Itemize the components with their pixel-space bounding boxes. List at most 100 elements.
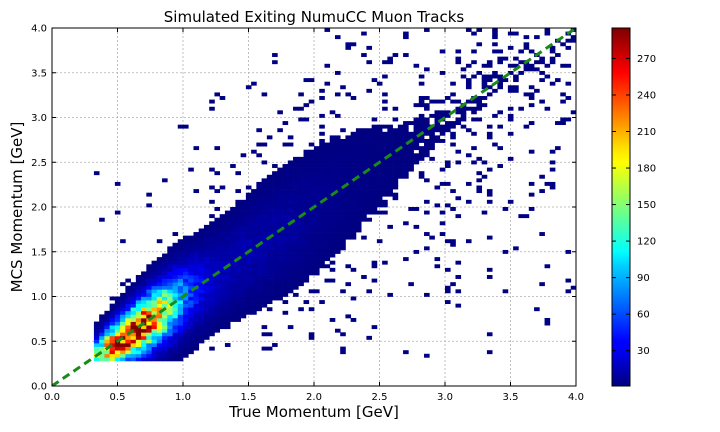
heatmap-cell-2001 — [439, 131, 446, 136]
heatmap-cell-1501 — [334, 239, 341, 244]
heatmap-cell-1432 — [324, 221, 331, 226]
heatmap-cell-725 — [230, 307, 236, 312]
heatmap-cell-1892 — [403, 131, 409, 136]
heatmap-cell-1030 — [272, 260, 278, 265]
heatmap-cell-572 — [203, 242, 210, 247]
heatmap-cell-350 — [172, 325, 179, 330]
heatmap-cell-1852 — [392, 149, 399, 154]
heatmap-cell-1678 — [361, 199, 367, 204]
heatmap-cell-1390 — [319, 224, 325, 229]
heatmap-cell-2198 — [528, 49, 535, 54]
heatmap-cell-1344 — [314, 264, 320, 269]
heatmap-cell-1650 — [355, 199, 362, 204]
heatmap-cell-1329 — [308, 178, 315, 183]
heatmap-cell-470 — [188, 260, 194, 265]
heatmap-cell-1125 — [282, 203, 289, 208]
heatmap-cell-2162 — [507, 63, 514, 68]
heatmap-cell-113 — [125, 303, 131, 308]
heatmap-cell-1422 — [324, 257, 331, 262]
heatmap-cell-816 — [240, 224, 247, 229]
heatmap-cell-2003 — [439, 124, 446, 129]
heatmap-cell-283 — [162, 339, 168, 344]
heatmap-cell-1150 — [287, 253, 294, 258]
heatmap-cell-813 — [240, 235, 247, 240]
heatmap-cell-898 — [256, 307, 262, 312]
heatmap-cell-1764 — [376, 203, 383, 208]
heatmap-cell-1517 — [334, 181, 341, 186]
heatmap-cell-985 — [266, 289, 273, 294]
heatmap-cell-1670 — [355, 128, 362, 133]
heatmap-cell-1342 — [314, 271, 320, 276]
heatmap-cell-1247 — [298, 181, 304, 186]
heatmap-cell-758 — [235, 307, 241, 312]
heatmap-cell-2157 — [507, 113, 514, 118]
heatmap-cell-28 — [104, 350, 110, 355]
heatmap-cell-1868 — [397, 153, 404, 158]
heatmap-cell-671 — [219, 264, 226, 269]
heatmap-cell-1170 — [287, 181, 294, 186]
heatmap-cell-85 — [120, 328, 126, 333]
heatmap-cell-2095 — [476, 96, 483, 100]
heatmap-cell-1266 — [303, 253, 310, 258]
heatmap-cell-506 — [193, 249, 200, 254]
heatmap-cell-125 — [130, 339, 137, 344]
heatmap-cell-2252 — [565, 38, 572, 43]
heatmap-cell-1341 — [314, 289, 320, 294]
heatmap-cell-1712 — [366, 181, 372, 186]
heatmap-cell-1265 — [303, 257, 310, 262]
heatmap-cell-1083 — [277, 210, 283, 215]
heatmap-cell-524 — [198, 303, 205, 308]
heatmap-cell-432 — [183, 275, 189, 279]
heatmap-cell-710 — [224, 249, 231, 254]
heatmap-cell-1531 — [334, 113, 341, 118]
heatmap-cell-480 — [193, 343, 200, 347]
heatmap-cell-567 — [203, 260, 210, 265]
heatmap-cell-139 — [130, 289, 137, 294]
heatmap-cell-647 — [214, 221, 221, 226]
heatmap-cell-974 — [261, 181, 268, 186]
heatmap-cell-899 — [256, 303, 262, 308]
heatmap-cell-2132 — [492, 49, 498, 54]
heatmap-cell-132 — [130, 314, 137, 319]
heatmap-cell-2197 — [528, 63, 535, 68]
heatmap-cell-1379 — [319, 264, 325, 269]
heatmap-cell-699 — [224, 289, 231, 294]
heatmap-cell-527 — [198, 292, 205, 297]
heatmap-cell-21 — [99, 325, 105, 330]
heatmap-cell-1184 — [293, 271, 299, 276]
heatmap-cell-844 — [245, 242, 252, 247]
heatmap-cell-1918 — [413, 153, 420, 158]
heatmap-cell-56 — [109, 296, 116, 301]
heatmap-cell-364 — [172, 275, 179, 279]
heatmap-cell-1454 — [324, 142, 331, 147]
heatmap-cell-216 — [146, 267, 152, 272]
heatmap-cell-915 — [256, 246, 262, 251]
heatmap-cell-2092 — [476, 106, 483, 111]
heatmap-cell-1940 — [418, 124, 425, 129]
heatmap-cell-1745 — [371, 174, 378, 179]
heatmap-cell-1132 — [282, 178, 289, 183]
heatmap-cell-1999 — [439, 167, 446, 172]
heatmap-cell-450 — [188, 332, 194, 337]
heatmap-cell-1303 — [308, 271, 315, 276]
heatmap-cell-1039 — [272, 228, 278, 233]
heatmap-cell-399 — [177, 271, 184, 276]
heatmap-cell-247 — [151, 260, 158, 265]
heatmap-cell-2079 — [471, 106, 477, 111]
heatmap-cell-1316 — [308, 224, 315, 229]
x-tick-label-8: 4.0 — [568, 392, 584, 403]
heatmap-cell-1258 — [303, 300, 310, 305]
heatmap-cell-2055 — [460, 117, 467, 122]
heatmap-cell-617 — [214, 328, 221, 333]
heatmap-cell-320 — [167, 317, 173, 322]
heatmap-cell-887 — [251, 217, 257, 222]
heatmap-cell-1324 — [308, 196, 315, 201]
heatmap-cell-1257 — [298, 92, 304, 97]
heatmap-cell-11 — [93, 171, 100, 176]
heatmap-cell-594 — [209, 278, 215, 283]
heatmap-cell-789 — [235, 189, 241, 194]
heatmap-cell-1053 — [272, 178, 278, 183]
heatmap-cell-1129 — [282, 189, 289, 194]
heatmap-cell-1604 — [345, 92, 352, 97]
heatmap-cell-2106 — [481, 78, 488, 83]
